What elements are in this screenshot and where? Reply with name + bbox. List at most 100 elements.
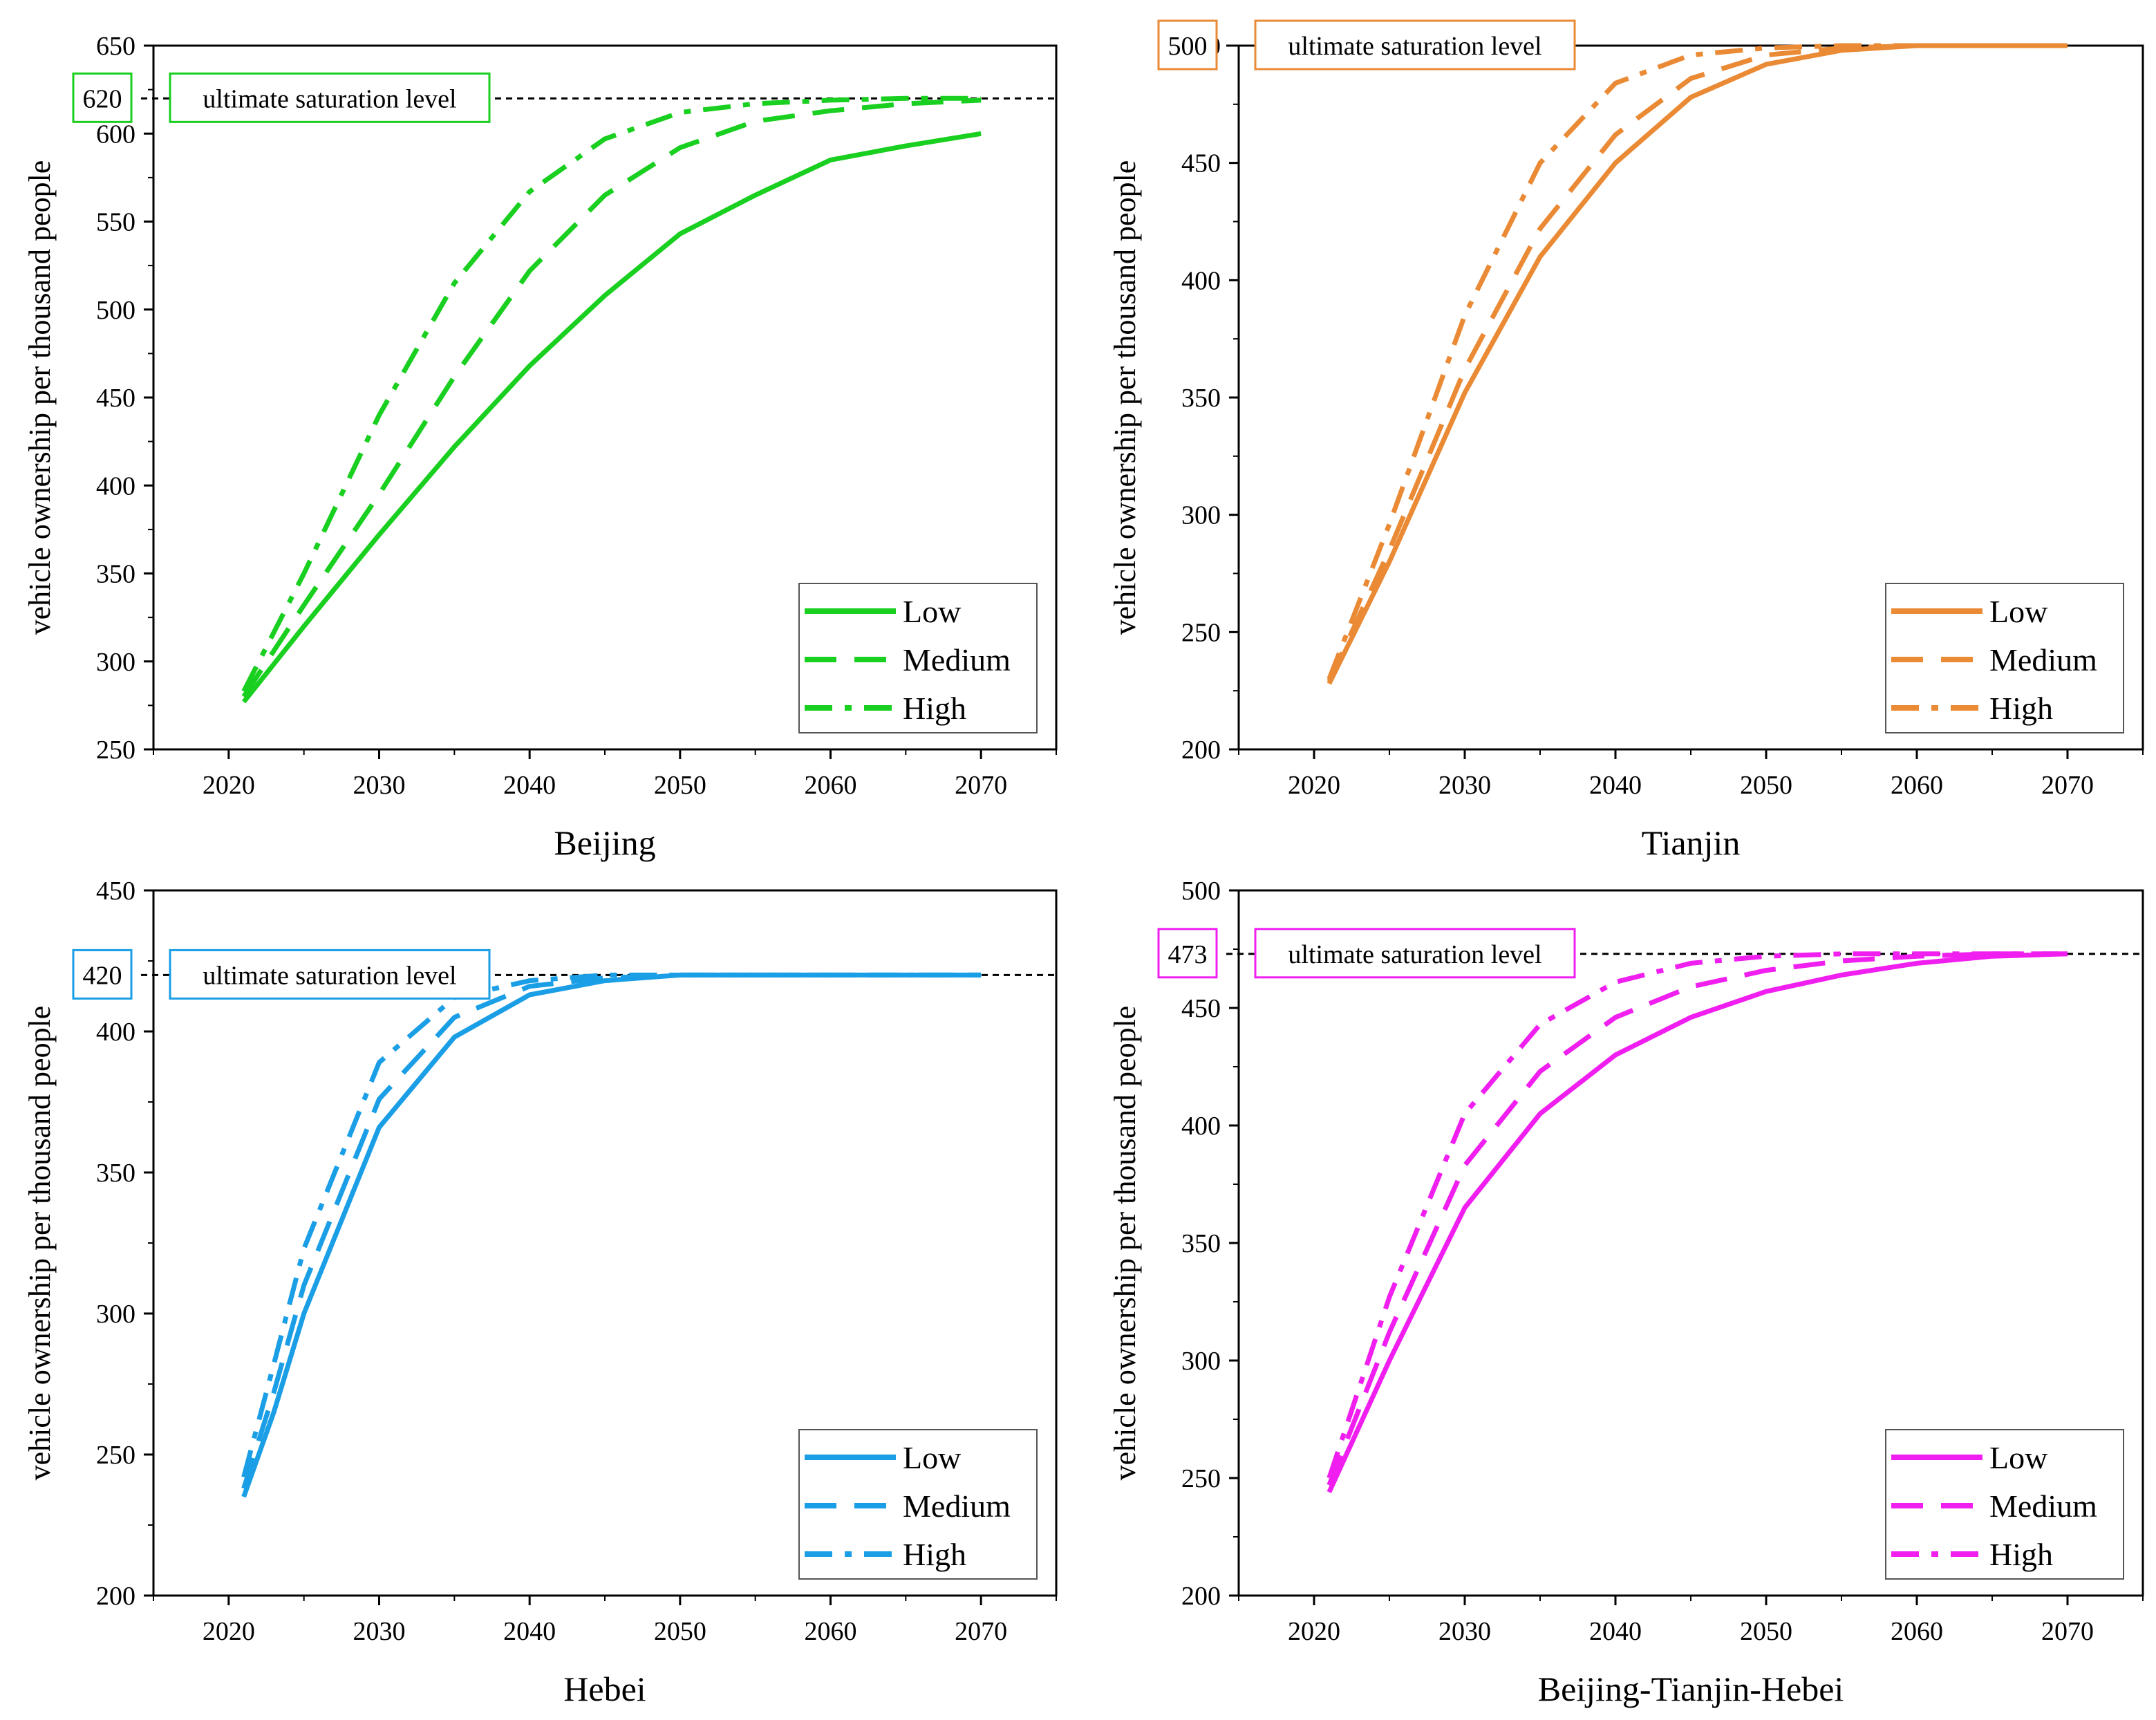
panel-title: Beijing-Tianjin-Hebei: [1538, 1670, 1844, 1708]
x-tick-label: 2070: [955, 1617, 1007, 1646]
chart-panel-2: 2020 2030 2040 2050 2060 2070 200 250 300 350 400 4…: [1108, 19, 2144, 862]
y-tick-label: 400: [96, 1018, 135, 1047]
legend-label-low: Low: [1989, 594, 2048, 629]
y-tick-label: 200: [1181, 736, 1221, 765]
y-tick-label: 450: [1181, 149, 1221, 178]
saturation-value-frame: [1157, 19, 1218, 71]
y-tick-label: 400: [96, 471, 135, 501]
x-tick-label: 2050: [654, 1617, 706, 1646]
x-tick-label: 2050: [1740, 1617, 1792, 1646]
legend-label-low: Low: [903, 594, 962, 629]
saturation-label-box: ultimate saturation level: [1254, 928, 1576, 979]
series-line-high: [1327, 951, 2068, 1479]
legend-label-medium: Medium: [903, 642, 1011, 677]
x-tick-label: 2030: [1438, 1617, 1491, 1646]
y-tick-label: 300: [1181, 1347, 1221, 1376]
y-tick-label: 250: [1181, 1464, 1221, 1493]
saturation-label: ultimate saturation level: [1288, 32, 1541, 61]
y-tick-label: 500: [1181, 877, 1221, 906]
y-tick-label: 200: [96, 1582, 135, 1611]
series-line-low: [241, 131, 982, 704]
x-tick-label: 2040: [503, 1617, 556, 1646]
saturation-label: ultimate saturation level: [203, 961, 456, 990]
x-tick-label: 2020: [1288, 771, 1340, 800]
saturation-value: 473: [1168, 940, 1208, 969]
y-tick-label: 500: [96, 296, 135, 325]
y-axis-title: vehicle ownership per thousand people: [1108, 1006, 1142, 1481]
y-tick-label: 300: [96, 1300, 135, 1329]
legend: Low Medium High: [1885, 583, 2124, 733]
saturation-label-box: ultimate saturation level: [169, 72, 491, 123]
x-tick-label: 2060: [1891, 771, 1943, 800]
legend-label-high: High: [903, 691, 966, 726]
y-tick-label: 250: [96, 736, 135, 765]
saturation-label-frame: [1254, 19, 1576, 71]
saturation-label-frame: [169, 72, 491, 123]
legend-label-medium: Medium: [903, 1488, 1011, 1524]
y-tick-label: 600: [96, 120, 135, 149]
x-tick-label: 2040: [503, 771, 556, 800]
saturation-value-box: 620: [72, 72, 133, 123]
chart-panel-1: 2020 2030 2040 2050 2060 2070 250 300 350 400 450 5…: [23, 32, 1058, 862]
legend: Low Medium High: [798, 583, 1038, 733]
y-tick-label: 250: [96, 1441, 135, 1470]
legend-label-high: High: [1989, 1537, 2053, 1572]
x-tick-label: 2020: [203, 1617, 255, 1646]
x-tick-label: 2070: [955, 771, 1007, 800]
y-tick-label: 450: [96, 384, 135, 413]
y-tick-label: 200: [1181, 1582, 1221, 1611]
x-tick-label: 2020: [1288, 1617, 1340, 1646]
saturation-value-box: 500: [1157, 19, 1218, 71]
x-tick-label: 2070: [2041, 771, 2094, 800]
series-line-low: [241, 972, 982, 1498]
panel-title: Tianjin: [1642, 823, 1741, 862]
saturation-value: 420: [83, 961, 122, 990]
saturation-label-frame: [169, 948, 491, 1000]
x-tick-label: 2020: [203, 771, 255, 800]
panel-title: Beijing: [554, 823, 655, 862]
x-tick-label: 2030: [1438, 771, 1491, 800]
chart-panel-4: 2020 2030 2040 2050 2060 2070 200 250 300 350 400 4…: [1108, 877, 2144, 1708]
y-axis-title: vehicle ownership per thousand people: [1108, 160, 1142, 635]
legend-label-medium: Medium: [1989, 642, 2097, 677]
series-line-medium: [1327, 43, 2068, 683]
saturation-value-frame: [1157, 928, 1218, 979]
x-tick-label: 2060: [805, 771, 857, 800]
x-tick-label: 2040: [1589, 771, 1642, 800]
saturation-label: ultimate saturation level: [203, 84, 456, 113]
x-tick-label: 2050: [654, 771, 706, 800]
x-tick-label: 2050: [1740, 771, 1792, 800]
saturation-value-box: 420: [72, 948, 133, 1000]
x-tick-label: 2030: [353, 1617, 406, 1646]
y-tick-label: 350: [96, 560, 135, 589]
saturation-label-box: ultimate saturation level: [1254, 19, 1576, 71]
y-tick-label: 350: [1181, 1229, 1221, 1258]
x-tick-label: 2030: [353, 771, 406, 800]
chart-panel-3: 2020 2030 2040 2050 2060 2070 200 250 300 350 400 4…: [23, 877, 1058, 1708]
saturation-label-frame: [1254, 928, 1576, 979]
x-tick-label: 2060: [805, 1617, 857, 1646]
y-tick-label: 450: [1181, 994, 1221, 1023]
y-tick-label: 350: [96, 1159, 135, 1188]
y-tick-label: 400: [1181, 1112, 1221, 1141]
x-tick-label: 2040: [1589, 1617, 1642, 1646]
y-tick-label: 300: [96, 648, 135, 677]
x-tick-label: 2060: [1891, 1617, 1943, 1646]
legend-label-medium: Medium: [1989, 1488, 2097, 1524]
y-axis-title: vehicle ownership per thousand people: [23, 160, 57, 635]
series-line-medium: [241, 972, 982, 1490]
y-tick-label: 350: [1181, 384, 1221, 413]
y-tick-label: 650: [96, 32, 135, 61]
saturation-value-frame: [72, 72, 133, 123]
saturation-value-box: 473: [1157, 928, 1218, 979]
legend-label-low: Low: [1989, 1440, 2048, 1475]
saturation-label: ultimate saturation level: [1288, 940, 1541, 969]
series-line-high: [1327, 43, 2068, 680]
legend: Low Medium High: [1885, 1429, 2124, 1580]
legend: Low Medium High: [798, 1429, 1038, 1580]
y-tick-label: 400: [1181, 266, 1221, 295]
y-tick-label: 550: [96, 208, 135, 237]
y-tick-label: 250: [1181, 618, 1221, 647]
saturation-label-box: ultimate saturation level: [169, 948, 491, 1000]
